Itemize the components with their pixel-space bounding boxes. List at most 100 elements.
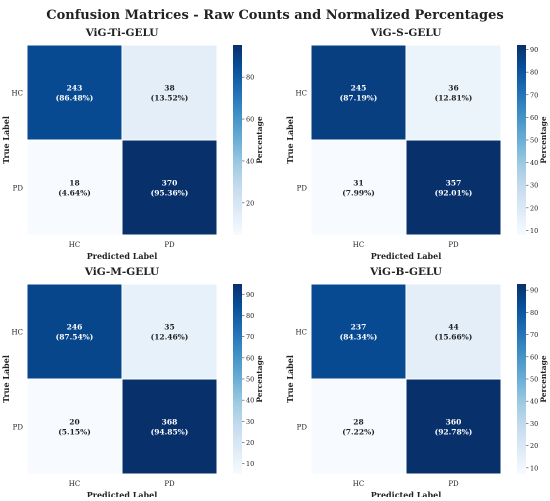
y-tick-label: HC xyxy=(296,90,307,98)
heatmap-cell xyxy=(121,283,218,380)
y-axis-label: True Label xyxy=(285,116,295,164)
cell-count-label: 44 xyxy=(448,323,458,332)
cell-percent-label: (92.01%) xyxy=(435,189,473,198)
colorbar-label: Percentage xyxy=(255,355,264,403)
colorbar-tick-label: 80 xyxy=(530,309,538,317)
heatmap-cell xyxy=(121,378,218,475)
x-tick-label: HC xyxy=(69,241,80,249)
cell-count-label: 368 xyxy=(162,418,178,427)
cell-percent-label: (95.36%) xyxy=(151,189,189,198)
y-tick-label: HC xyxy=(12,90,23,98)
colorbar-tick-label: 10 xyxy=(246,460,254,468)
cell-percent-label: (7.99%) xyxy=(342,189,375,198)
heatmap-cell xyxy=(26,378,123,475)
colorbar xyxy=(233,284,242,474)
x-tick-label: PD xyxy=(164,480,175,488)
colorbar-tick-label: 90 xyxy=(530,287,538,295)
y-tick-label: PD xyxy=(13,185,24,193)
colorbar-tick-label: 60 xyxy=(530,114,538,122)
cell-count-label: 36 xyxy=(448,84,458,93)
cell-count-label: 357 xyxy=(446,179,462,188)
colorbar-tick-label: 30 xyxy=(530,420,538,428)
x-tick-label: PD xyxy=(448,241,459,249)
y-tick-label: HC xyxy=(12,329,23,337)
colorbar-tick-label: 10 xyxy=(530,464,538,472)
colorbar-tick-label: 60 xyxy=(246,354,254,362)
x-tick-label: HC xyxy=(353,241,364,249)
colorbar-tick-label: 10 xyxy=(530,227,538,235)
colorbar-tick-label: 70 xyxy=(246,333,254,341)
colorbar-tick-label: 90 xyxy=(530,46,538,54)
x-axis-label: Predicted Label xyxy=(371,490,442,497)
colorbar-tick-label: 20 xyxy=(246,199,254,207)
confusion-matrix-panel: ViG-M-GELU246(87.54%)35(12.46%)20(5.15%)… xyxy=(1,266,264,500)
colorbar-tick-label: 40 xyxy=(530,159,538,167)
cell-count-label: 243 xyxy=(67,84,83,93)
cell-percent-label: (4.64%) xyxy=(58,189,91,198)
cell-count-label: 20 xyxy=(69,418,79,427)
colorbar-tick-label: 20 xyxy=(246,439,254,447)
x-axis-label: Predicted Label xyxy=(87,251,158,261)
heatmap-cell xyxy=(405,44,502,141)
heatmap-cell xyxy=(405,283,502,380)
cell-count-label: 18 xyxy=(69,179,79,188)
y-axis-label: True Label xyxy=(285,355,295,403)
colorbar-tick-label: 30 xyxy=(530,182,538,190)
colorbar-tick-label: 20 xyxy=(530,204,538,212)
cell-count-label: 237 xyxy=(351,323,367,332)
heatmap-cell xyxy=(310,378,407,475)
cell-percent-label: (94.85%) xyxy=(151,428,189,437)
colorbar-tick-label: 60 xyxy=(530,353,538,361)
chart-panels: ViG-Ti-GELU 243(86.48%) 38(13.52%) 18(4.64%… xyxy=(1,27,548,500)
cell-percent-label: (13.52%) xyxy=(151,94,189,103)
cell-percent-label: (12.46%) xyxy=(151,333,189,342)
cell-count-label: 360 xyxy=(446,418,462,427)
colorbar-tick-label: 40 xyxy=(246,397,254,405)
cell-percent-label: (87.19%) xyxy=(340,94,378,103)
cell-percent-label: (87.54%) xyxy=(56,333,94,342)
y-axis-label: True Label xyxy=(1,355,11,403)
colorbar-tick-label: 90 xyxy=(246,291,254,299)
y-axis-label: True Label xyxy=(1,116,11,164)
cell-count-label: 35 xyxy=(164,323,174,332)
heatmap-cell xyxy=(121,44,218,141)
cell-count-label: 370 xyxy=(162,179,178,188)
heatmap-cell xyxy=(405,139,502,236)
cell-count-label: 31 xyxy=(353,179,363,188)
panel-title: ViG-Ti-GELU xyxy=(85,27,159,39)
colorbar-tick-label: 50 xyxy=(530,376,538,384)
cell-percent-label: (12.81%) xyxy=(435,94,473,103)
x-tick-label: PD xyxy=(448,480,459,488)
cell-percent-label: (84.34%) xyxy=(340,333,378,342)
colorbar xyxy=(517,45,526,235)
heatmap-cell xyxy=(26,283,123,380)
x-tick-label: PD xyxy=(164,241,175,249)
colorbar-tick-label: 80 xyxy=(530,69,538,77)
confusion-matrix-panel: ViG-S-GELU 245(87.19%) 36(12.81%) 31(7.99%)… xyxy=(285,27,548,261)
colorbar-tick-label: 20 xyxy=(530,442,538,450)
colorbar-tick-label: 40 xyxy=(530,398,538,406)
colorbar-label: Percentage xyxy=(255,116,264,164)
y-tick-label: PD xyxy=(297,424,308,432)
y-tick-label: PD xyxy=(13,424,24,432)
cell-percent-label: (92.78%) xyxy=(435,428,473,437)
cell-percent-label: (15.66%) xyxy=(435,333,473,342)
y-tick-label: HC xyxy=(296,329,307,337)
colorbar xyxy=(517,284,526,474)
x-tick-label: HC xyxy=(69,480,80,488)
panel-title: ViG-B-GELU xyxy=(369,266,442,278)
colorbar-tick-label: 50 xyxy=(530,137,538,145)
x-axis-label: Predicted Label xyxy=(371,251,442,261)
y-tick-label: PD xyxy=(297,185,308,193)
colorbar-tick-label: 70 xyxy=(530,331,538,339)
cell-percent-label: (5.15%) xyxy=(58,428,91,437)
colorbar xyxy=(233,45,242,235)
heatmap-cell xyxy=(310,283,407,380)
panel-title: ViG-S-GELU xyxy=(370,27,442,39)
cell-count-label: 38 xyxy=(164,84,174,93)
heatmap-cell xyxy=(121,139,218,236)
colorbar-tick-label: 60 xyxy=(246,116,254,124)
colorbar-tick-label: 40 xyxy=(246,157,254,165)
